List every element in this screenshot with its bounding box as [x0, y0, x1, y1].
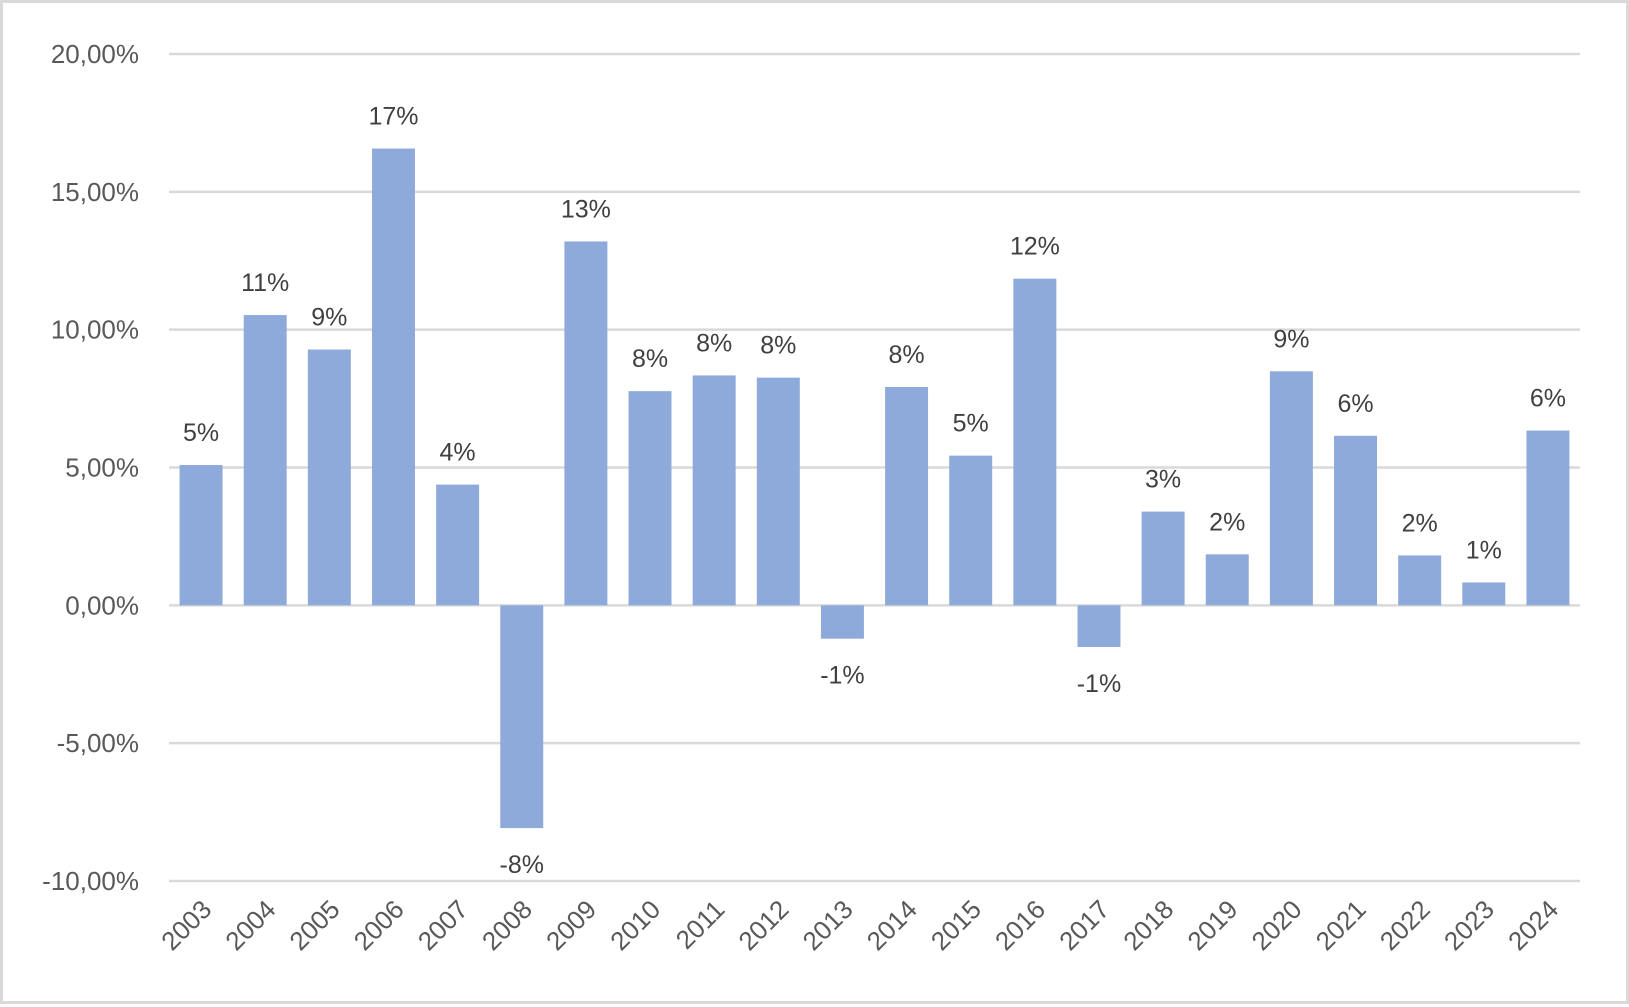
bar	[371, 148, 415, 606]
x-tick-label: 2023	[1438, 894, 1500, 956]
x-tick-label: 2003	[155, 894, 217, 956]
bar	[1141, 511, 1185, 606]
x-tick-label: 2006	[348, 894, 410, 956]
y-tick-label: 20,00%	[51, 39, 139, 69]
data-label: 8%	[696, 329, 732, 357]
x-tick-label: 2010	[604, 894, 666, 956]
x-tick-label: 2005	[283, 894, 345, 956]
bar	[307, 349, 351, 606]
data-label: 5%	[953, 410, 989, 438]
bar	[1462, 582, 1506, 606]
data-label: 17%	[368, 103, 418, 131]
x-tick-label: 2004	[219, 894, 281, 956]
bar	[1334, 435, 1378, 606]
x-tick-label: 2015	[925, 894, 987, 956]
bar	[564, 241, 608, 606]
x-tick-label: 2014	[861, 894, 923, 956]
data-label: 5%	[183, 419, 219, 447]
data-label: 8%	[632, 345, 668, 373]
data-label: 8%	[760, 332, 796, 360]
y-tick-label: -5,00%	[57, 728, 139, 758]
x-tick-label: 2022	[1374, 894, 1436, 956]
x-tick-label: 2020	[1246, 894, 1308, 956]
bar	[1205, 554, 1249, 606]
data-label: 4%	[440, 439, 476, 467]
data-label: 12%	[1010, 233, 1060, 261]
bar	[1013, 278, 1057, 606]
y-tick-label: 0,00%	[65, 590, 139, 620]
bar	[628, 391, 672, 606]
data-label: 1%	[1466, 536, 1502, 564]
bar	[436, 484, 480, 606]
x-tick-label: 2007	[412, 894, 474, 956]
bar	[949, 455, 993, 606]
data-label: 11%	[241, 269, 289, 297]
data-label: 9%	[311, 304, 347, 332]
y-tick-label: -10,00%	[42, 866, 139, 896]
y-tick-label: 10,00%	[51, 315, 139, 345]
x-tick-label: 2019	[1181, 894, 1243, 956]
bar	[1077, 605, 1121, 647]
data-label: 2%	[1402, 509, 1438, 537]
bar	[692, 375, 736, 606]
bar	[243, 315, 287, 606]
bar-chart: 20,00% 15,00% 10,00% 5,00% 0,00% -5,00% -10,00…	[42, 39, 1580, 956]
data-label: 2%	[1209, 508, 1245, 536]
bar	[500, 605, 544, 829]
x-tick-label: 2009	[540, 894, 602, 956]
x-tick-label: 2016	[989, 894, 1051, 956]
x-tick-label: 2012	[732, 894, 794, 956]
bar	[1398, 555, 1442, 606]
y-tick-label: 5,00%	[65, 453, 139, 483]
data-label: -8%	[500, 851, 544, 879]
data-label: -1%	[1077, 670, 1121, 698]
bar	[1526, 430, 1570, 606]
data-label: 8%	[888, 341, 924, 369]
bar	[820, 605, 864, 639]
x-tick-label: 2024	[1502, 894, 1564, 956]
data-label: -1%	[820, 662, 864, 690]
x-tick-label: 2008	[476, 894, 538, 956]
bar	[756, 377, 800, 606]
data-label: 13%	[561, 195, 611, 223]
x-tick-label: 2017	[1053, 894, 1115, 956]
x-tick-label: 2018	[1117, 894, 1179, 956]
data-label: 9%	[1273, 325, 1309, 353]
bar	[885, 387, 929, 606]
y-tick-label: 15,00%	[51, 177, 139, 207]
bar	[179, 465, 223, 606]
data-label: 6%	[1337, 390, 1373, 418]
x-tick-label: 2011	[670, 894, 731, 955]
x-tick-label: 2021	[1310, 894, 1372, 956]
data-label: 6%	[1530, 385, 1566, 413]
data-label: 3%	[1145, 466, 1181, 494]
bar	[1269, 371, 1313, 606]
x-tick-label: 2013	[797, 894, 859, 956]
